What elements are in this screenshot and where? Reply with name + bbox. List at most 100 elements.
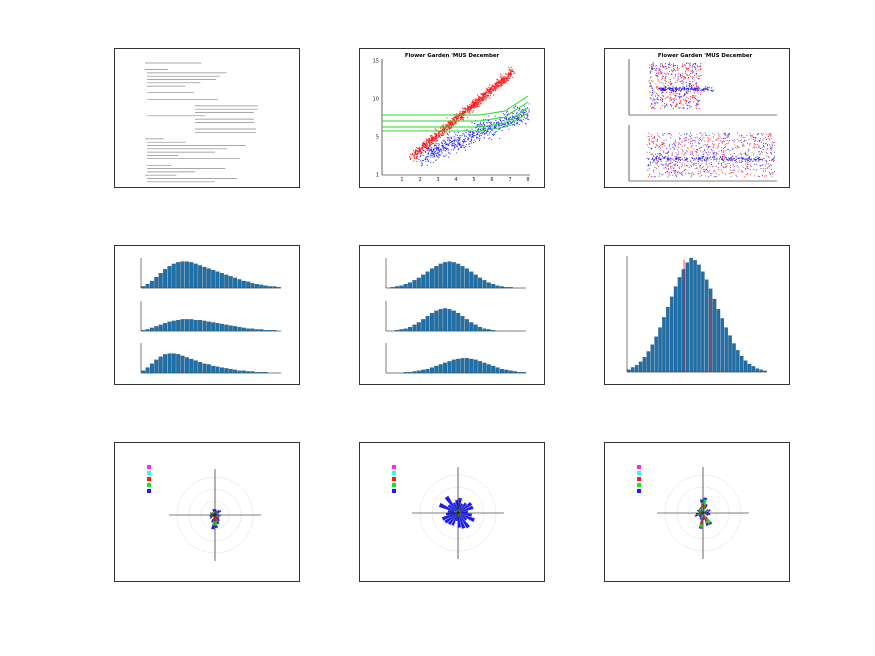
upper-point [679,98,681,100]
rose-3-petal [699,508,701,510]
lower-point [754,159,756,161]
hist-stack-2-s2-bar [403,372,408,374]
rose-3-petal [699,511,700,513]
scatter-point-red [425,141,427,143]
scatter-point-red [413,154,415,156]
rose-3-petal [698,514,701,517]
scatter-point-blue [481,128,483,130]
rose-3-petal [707,508,709,511]
lower-point [700,150,702,152]
scatter-point-blue [493,122,496,124]
upper-point [655,92,658,94]
hist-stack-2-s2-bar [482,362,487,374]
lower-point [723,150,725,152]
upper-point [657,75,659,78]
upper-point [651,67,653,69]
lower-point [670,162,672,164]
lower-point [768,138,770,140]
scatter-point-blue [480,121,482,123]
lower-point [662,157,665,159]
scatter-point-red [454,121,456,123]
upper-point [690,85,692,87]
scatter-point-blue [509,121,512,123]
hist-stack-1-s0-bar [250,283,255,289]
scatter-point-blue [421,160,424,162]
scatter-point-blue [494,131,496,133]
lower-point [673,147,675,149]
scatter-point-blue [438,156,440,158]
lower-point [719,140,721,142]
lower-point [732,148,733,150]
scatter-point-red [469,103,471,105]
scatter-point-red [496,87,498,89]
lower-point [710,149,712,151]
lower-point [675,170,677,171]
lower-point [648,158,650,161]
lower-point [704,150,706,151]
upper-point [656,72,658,74]
rose-3-legend-swatch [637,465,641,469]
lower-point [736,145,738,147]
scatter-point-red [451,121,453,124]
lower-point [677,146,679,148]
scatter-point-blue [445,142,447,144]
scatter-point-red [423,142,425,144]
scatter-point-red [445,131,447,133]
rose-3-petal [700,502,704,505]
lower-point [702,156,704,159]
lower-point [686,165,688,167]
hist-stack-1-s2-bar [184,357,189,374]
scatter-point-red [468,112,471,114]
scatter-point-blue [421,154,423,156]
upper-point [666,91,668,94]
hist-stack-1-s2-bar [141,370,146,374]
lower-point [744,158,746,160]
scatter-point-red [449,128,451,130]
lower-point [741,139,742,141]
scatter-point-blue [461,144,463,146]
scatter-point-red [426,144,428,146]
lower-point [700,165,702,166]
lower-point [729,166,731,168]
scatter-point-red [476,103,478,105]
lower-point [757,145,759,147]
upper-point [665,81,667,83]
scatter-point-red [449,122,451,125]
upper-point [695,104,697,107]
lower-point [661,144,663,145]
lower-point [770,164,772,166]
lower-point [762,138,764,140]
hist-stack-1-s1-bar [180,319,185,332]
lower-point [675,171,677,173]
scatter-point-red [431,135,433,137]
lower-point [713,176,715,178]
lower-point [743,141,745,142]
upper-point [662,90,664,92]
upper-point [683,93,685,95]
upper-point [674,87,676,89]
hist-stack-2-s0-bar [469,271,474,289]
lower-point [694,159,696,161]
scatter-point-red [502,80,504,82]
upper-point [652,63,654,65]
lower-point [737,146,739,148]
lower-point [752,147,754,149]
scatter-point-blue [493,126,495,128]
scatter-point-blue [515,105,517,107]
lower-point [668,151,670,153]
scatter-point-red [512,70,515,72]
lower-point [669,133,671,135]
hist-stack-1-plot [140,258,281,374]
lower-point [683,138,685,140]
lower-point [705,175,707,177]
hist-stack-1-s0-bar [224,274,229,289]
lower-point [675,144,677,146]
hist-stack-1-s2-bar [202,363,207,374]
scatter-point-blue [451,149,453,151]
hist-stack-1-s2-bar [171,353,176,374]
hist-stack-2-s0-bar [482,280,487,289]
hist-stack-2-s1-bar [456,313,461,332]
upper-point [671,82,673,84]
hist-single-bar [677,277,682,373]
hist-single-bar [631,367,635,373]
